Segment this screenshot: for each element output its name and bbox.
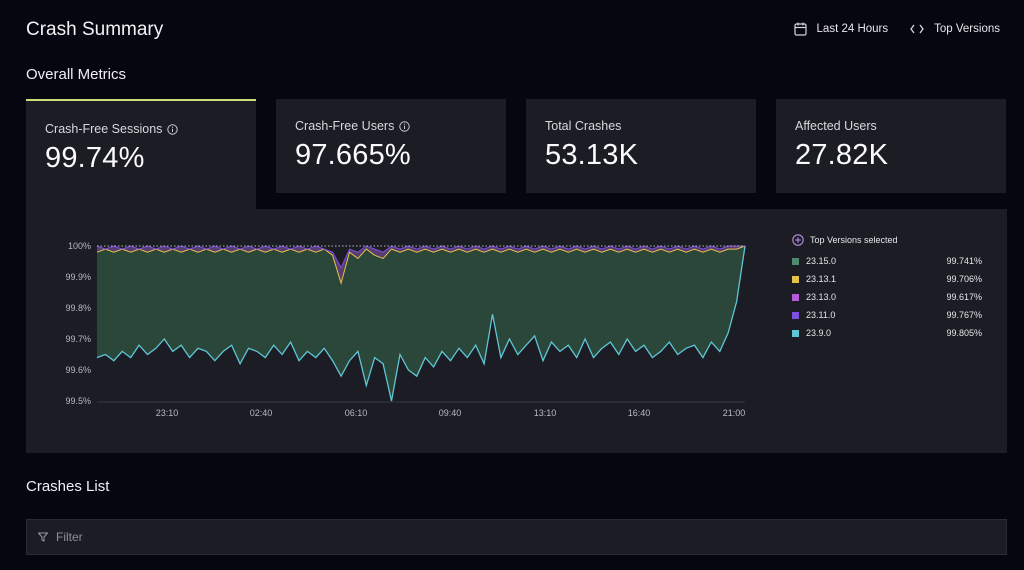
legend-value: 99.805%: [946, 328, 982, 338]
date-range-label: Last 24 Hours: [816, 23, 889, 35]
legend-item[interactable]: 23.9.0 99.805%: [792, 324, 982, 342]
info-icon[interactable]: [399, 120, 411, 132]
legend-value: 99.706%: [946, 274, 982, 284]
metric-card-crash-free-sessions[interactable]: Crash-Free Sessions 99.74%: [26, 99, 256, 209]
legend-swatch: [792, 257, 799, 265]
legend-header[interactable]: Top Versions selected: [792, 234, 982, 246]
metric-label: Crash-Free Sessions: [45, 122, 163, 136]
x-tick-label: 16:40: [628, 408, 651, 418]
legend-item[interactable]: 23.13.1 99.706%: [792, 270, 982, 288]
metric-value: 99.74%: [45, 142, 145, 174]
metric-label: Crash-Free Users: [295, 119, 395, 133]
date-range-button[interactable]: Last 24 Hours: [793, 22, 889, 36]
chart-legend: Top Versions selected 23.15.0 99.741% 23…: [792, 234, 982, 342]
y-tick-label: 99.5%: [65, 396, 91, 406]
series-line-23-9-0: [96, 245, 746, 402]
chart-panel: 100% 99.9% 99.8% 99.7% 99.6% 99.5% 23:10 02:40 0…: [26, 209, 1007, 453]
metric-card-crash-free-users[interactable]: Crash-Free Users 97.665%: [276, 99, 506, 193]
x-tick-label: 02:40: [250, 408, 273, 418]
top-versions-button[interactable]: Top Versions: [910, 23, 1000, 35]
metric-card-affected-users[interactable]: Affected Users 27.82K: [776, 99, 1006, 193]
y-tick-label: 99.7%: [65, 334, 91, 344]
legend-swatch: [792, 329, 799, 337]
metric-value: 27.82K: [795, 139, 889, 171]
top-versions-label: Top Versions: [934, 23, 1000, 35]
series-line-23-13-1: [96, 245, 746, 286]
x-tick-label: 21:00: [723, 408, 746, 418]
filter-placeholder: Filter: [56, 530, 83, 544]
x-tick-label: 23:10: [156, 408, 179, 418]
overall-metrics-heading: Overall Metrics: [26, 66, 127, 83]
metric-card-total-crashes[interactable]: Total Crashes 53.13K: [526, 99, 756, 193]
x-tick-label: 06:10: [345, 408, 368, 418]
metric-label: Total Crashes: [545, 119, 622, 133]
legend-value: 99.767%: [946, 310, 982, 320]
crashes-list-heading: Crashes List: [26, 478, 110, 495]
plus-circle-icon[interactable]: [792, 234, 804, 246]
info-icon[interactable]: [167, 123, 179, 135]
legend-version: 23.13.1: [806, 274, 837, 284]
header-actions: Last 24 Hours Top Versions: [793, 22, 1000, 36]
x-tick-label: 09:40: [439, 408, 462, 418]
y-tick-label: 99.8%: [65, 303, 91, 313]
series-line-23-11-0: [96, 245, 745, 269]
legend-swatch: [792, 311, 799, 319]
metric-value: 97.665%: [295, 139, 411, 171]
y-tick-label: 100%: [68, 241, 91, 251]
crash-free-sessions-chart: 100% 99.9% 99.8% 99.7% 99.6% 99.5% 23:10 02:40 0…: [65, 241, 746, 418]
legend-value: 99.617%: [946, 292, 982, 302]
legend-version: 23.15.0: [806, 256, 837, 266]
legend-version: 23.11.0: [806, 310, 836, 320]
metric-label: Affected Users: [795, 119, 877, 133]
code-brackets-icon: [910, 24, 924, 34]
legend-item[interactable]: 23.13.0 99.617%: [792, 288, 982, 306]
metric-value: 53.13K: [545, 139, 639, 171]
y-tick-label: 99.9%: [65, 272, 91, 282]
legend-item[interactable]: 23.15.0 99.741%: [792, 252, 982, 270]
legend-swatch: [792, 293, 799, 301]
legend-swatch: [792, 275, 799, 283]
series-area-23-15-0: [97, 246, 745, 401]
filter-input[interactable]: Filter: [26, 519, 1007, 555]
x-tick-label: 13:10: [534, 408, 557, 418]
y-tick-label: 99.6%: [65, 365, 91, 375]
legend-value: 99.741%: [946, 256, 982, 266]
legend-header-label: Top Versions selected: [810, 235, 898, 245]
legend-item[interactable]: 23.11.0 99.767%: [792, 306, 982, 324]
calendar-icon: [793, 22, 807, 36]
legend-version: 23.9.0: [806, 328, 832, 338]
legend-version: 23.13.0: [806, 292, 837, 302]
page-title: Crash Summary: [26, 19, 164, 40]
filter-icon: [38, 532, 48, 542]
